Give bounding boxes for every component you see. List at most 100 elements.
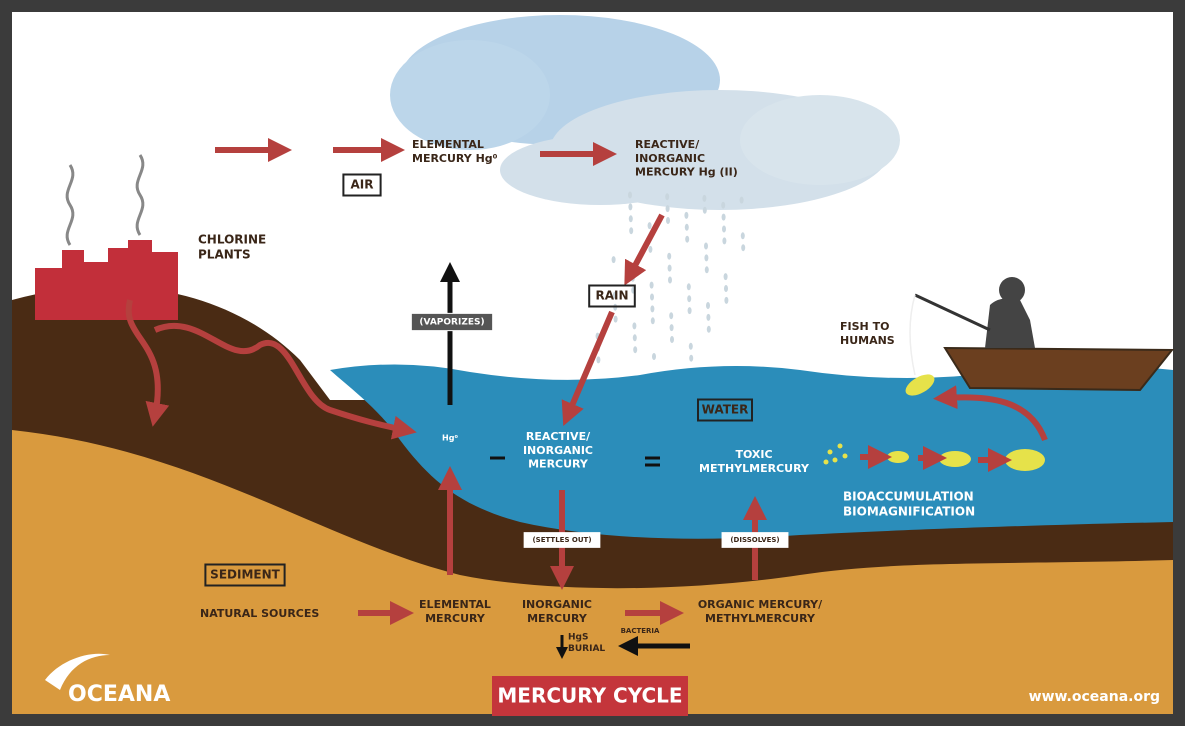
label-text: ELEMENTAL — [419, 598, 491, 611]
label-text: RAIN — [595, 289, 628, 303]
rain-drop — [669, 324, 674, 332]
label-box — [721, 532, 789, 548]
rain-drop — [632, 334, 637, 342]
label-text: WATER — [702, 403, 749, 417]
rain-drop — [704, 242, 708, 250]
rain-drop — [628, 191, 632, 199]
rain-drop — [721, 201, 726, 209]
rain-drop — [722, 225, 726, 233]
rain-drop — [648, 245, 653, 253]
rain-drop — [741, 244, 746, 252]
rain-drop — [702, 206, 707, 214]
label-text: MERCURY — [528, 458, 589, 471]
label-text: Hg⁰ — [442, 434, 458, 443]
rain-drop — [724, 296, 729, 304]
label-text: REACTIVE/ — [526, 430, 591, 443]
cloud — [390, 15, 900, 210]
rain-drop — [613, 315, 618, 323]
chlorine-plant — [35, 240, 178, 320]
label-box — [410, 312, 494, 332]
label-text: MERCURY — [425, 612, 486, 625]
label-text: TOXIC — [735, 448, 772, 461]
label-box — [588, 284, 636, 308]
label-text: MERCURY — [527, 612, 588, 625]
logo: OCEANA — [68, 682, 170, 707]
rain-drop — [628, 203, 633, 211]
rain-drop — [686, 283, 691, 291]
rain-drop — [633, 346, 638, 354]
url: www.oceana.org — [1029, 689, 1160, 705]
rain-drop — [669, 312, 674, 320]
rain-drop — [665, 205, 670, 213]
rain-drop — [706, 302, 710, 309]
rain-drop — [652, 353, 656, 360]
rain-drop — [628, 215, 633, 223]
rain-drop — [687, 295, 692, 303]
rain-drop — [706, 313, 711, 321]
label-text: FISH TO — [840, 320, 889, 333]
rain-drop — [596, 356, 601, 364]
black-arrows — [440, 262, 690, 659]
label-box — [342, 173, 382, 197]
label-box — [697, 398, 753, 422]
rain-drop — [611, 256, 616, 264]
rain-drop — [704, 254, 709, 262]
label-text: ELEMENTAL — [412, 138, 484, 151]
label-text: METHYLMERCURY — [705, 612, 816, 625]
label-text: HUMANS — [840, 334, 895, 347]
label-text: BACTERIA — [621, 627, 660, 635]
rain-drop — [739, 196, 744, 204]
label-box — [523, 532, 601, 548]
smoke — [65, 154, 145, 246]
rain-drop — [684, 211, 689, 219]
rain-drop — [689, 354, 694, 362]
label-text: SEDIMENT — [210, 568, 280, 582]
rain-drop — [650, 317, 655, 325]
label-text: BIOMAGNIFICATION — [843, 505, 975, 519]
rain-drop — [721, 213, 726, 221]
fish — [823, 374, 1045, 471]
label-text: AIR — [351, 178, 374, 192]
rain-drop — [612, 291, 617, 299]
rain-drop — [723, 273, 728, 281]
rain-drop — [706, 325, 711, 333]
label-box — [204, 563, 286, 587]
label-text: CHLORINE — [198, 233, 266, 247]
label-text: INORGANIC — [523, 444, 593, 457]
rain-drop — [667, 252, 672, 260]
label-text: PLANTS — [198, 248, 251, 262]
rain-drop — [704, 266, 709, 274]
logo-mark — [45, 653, 110, 690]
diagram-title: MERCURY CYCLE — [497, 684, 682, 708]
rain-drop — [685, 235, 690, 243]
label-text: HgS — [568, 633, 588, 643]
label-text: INORGANIC — [635, 152, 705, 165]
label-text: METHYLMERCURY — [699, 462, 810, 475]
water-body — [330, 364, 1173, 539]
label-text: MERCURY Hg (II) — [635, 166, 738, 179]
rain-drop — [668, 276, 672, 284]
rain-drop — [722, 237, 727, 245]
label-text: NATURAL SOURCES — [200, 607, 319, 620]
rain-drop — [702, 194, 707, 202]
rain-drop — [740, 232, 745, 240]
rain-drop — [684, 223, 689, 231]
label-text: ORGANIC MERCURY/ — [698, 598, 823, 611]
rain-drop — [650, 305, 655, 313]
label-text: (DISSOLVES) — [730, 536, 779, 544]
rain-drop — [649, 281, 654, 289]
label-text: INORGANIC — [522, 598, 592, 611]
label-text: MERCURY Hg⁰ — [412, 152, 498, 165]
label-text: (VAPORIZES) — [419, 318, 484, 328]
rain-drop — [647, 222, 652, 230]
rain-drop — [724, 285, 728, 292]
rain-drop — [687, 307, 692, 315]
label-text: BIOACCUMULATION — [843, 490, 974, 504]
rain-drop — [688, 342, 693, 350]
rain-drop — [670, 336, 674, 343]
rain-drop — [629, 227, 634, 235]
rain-drop — [667, 264, 672, 272]
label-text: BURIAL — [568, 644, 605, 654]
rain-drop — [665, 193, 670, 201]
